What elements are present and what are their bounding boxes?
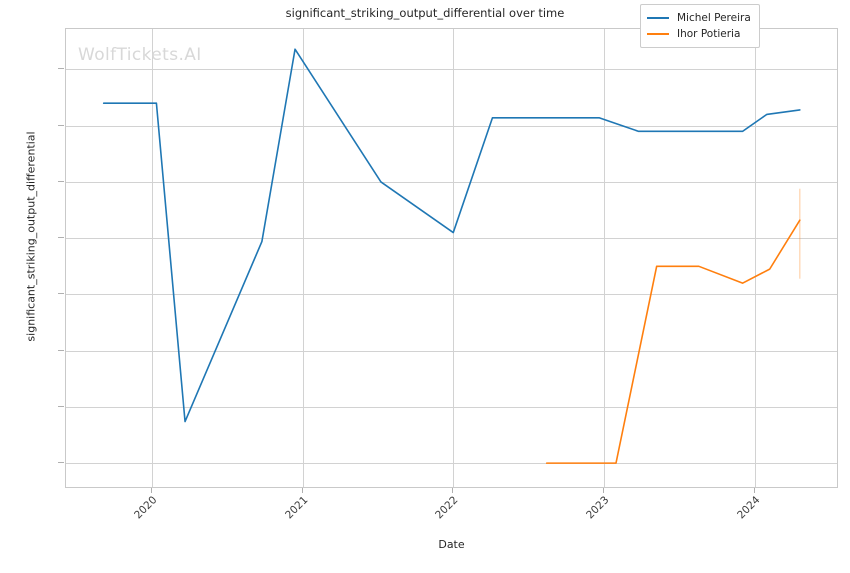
plot-area: WolfTickets.AI: [65, 28, 838, 488]
legend-item[interactable]: Michel Pereira: [647, 10, 751, 26]
y-tick-mark: [58, 237, 64, 239]
legend-label: Ihor Potieria: [677, 28, 741, 40]
chart-figure: significant_striking_output_differential…: [24, 4, 838, 551]
y-tick-mark: [58, 462, 64, 464]
gridline-vertical: [453, 29, 455, 487]
series-lines: [102, 48, 801, 464]
gridline-horizontal: [66, 238, 837, 240]
x-tick-mark: [150, 488, 152, 493]
legend-color-swatch: [647, 17, 669, 19]
gridline-horizontal: [66, 350, 837, 352]
gridline-vertical: [151, 29, 153, 487]
series-line: [545, 219, 801, 464]
y-tick-mark: [58, 68, 64, 70]
y-tick-mark: [58, 180, 64, 182]
y-tick-mark: [58, 293, 64, 295]
chart-title: significant_striking_output_differential…: [285, 6, 565, 20]
gridline-horizontal: [66, 406, 837, 408]
gridline-vertical: [302, 29, 304, 487]
legend-color-swatch: [647, 33, 669, 35]
legend-item[interactable]: Ihor Potieria: [647, 26, 751, 42]
x-tick-mark: [301, 488, 303, 493]
gridline-horizontal: [66, 125, 837, 127]
gridline-horizontal: [66, 463, 837, 465]
gridline-vertical: [754, 29, 756, 487]
y-tick-mark: [58, 349, 64, 351]
x-tick-mark: [452, 488, 454, 493]
y-tick-mark: [58, 405, 64, 407]
x-axis-label: Date: [438, 538, 465, 551]
series-line: [102, 48, 801, 423]
legend-label: Michel Pereira: [677, 12, 751, 24]
gridline-horizontal: [66, 69, 837, 71]
x-tick-label: 2022: [433, 494, 461, 522]
x-tick-label: 2020: [131, 494, 160, 522]
y-axis-label: significant_striking_output_differential: [24, 131, 38, 342]
x-tick-label: 2021: [282, 494, 311, 522]
x-tick-label: 2023: [584, 494, 612, 522]
x-tick-mark: [602, 488, 604, 493]
gridline-horizontal: [66, 294, 837, 296]
x-tick-mark: [753, 488, 755, 493]
gridline-vertical: [603, 29, 605, 487]
legend[interactable]: Michel Pereira Ihor Potieria: [640, 4, 760, 48]
gridline-horizontal: [66, 181, 837, 183]
y-tick-mark: [58, 124, 64, 126]
x-tick-label: 2024: [734, 494, 763, 522]
